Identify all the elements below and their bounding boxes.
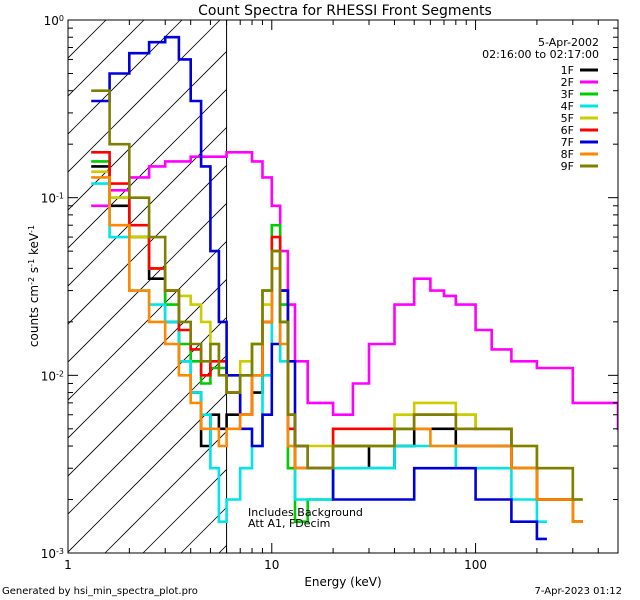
hatch-line bbox=[68, 20, 183, 135]
plot-frame bbox=[67, 19, 619, 554]
hatch-line bbox=[68, 88, 227, 249]
series-lines bbox=[91, 35, 618, 541]
hatch-line bbox=[68, 202, 227, 363]
hatch-line bbox=[68, 240, 227, 401]
axis-ticks: 1 10 100 100 10-1 10-2 10-3 bbox=[41, 14, 619, 572]
series-line-2f bbox=[91, 151, 618, 431]
y-tick-label: 100 bbox=[44, 14, 64, 29]
legend-label-2f: 2F bbox=[561, 76, 574, 89]
legend-label-5f: 5F bbox=[561, 112, 574, 125]
hatch-line bbox=[68, 50, 227, 211]
legend-label-3f: 3F bbox=[561, 88, 574, 101]
series-line-4f bbox=[91, 182, 547, 523]
x-tick-label: 100 bbox=[464, 558, 487, 572]
x-tick-label: 1 bbox=[64, 558, 72, 572]
hatch-line bbox=[68, 354, 227, 515]
hatch-line bbox=[68, 20, 221, 173]
legend-label-1f: 1F bbox=[561, 64, 574, 77]
x-tick-label: 10 bbox=[264, 558, 279, 572]
y-tick-label: 10-2 bbox=[41, 369, 64, 384]
hatch-line bbox=[68, 164, 227, 325]
series-line-8f bbox=[91, 176, 583, 523]
time-range-label: 02:16:00 to 02:17:00 bbox=[482, 48, 599, 61]
hatch-line bbox=[68, 126, 227, 287]
legend-label-6f: 6F bbox=[561, 124, 574, 137]
legend-label-9f: 9F bbox=[561, 160, 574, 173]
chart-title: Count Spectra for RHESSI Front Segments bbox=[198, 3, 492, 19]
x-axis-label: Energy (keV) bbox=[304, 575, 381, 589]
hatch-line bbox=[104, 430, 227, 553]
footer-timestamp: 7-Apr-2023 01:12 bbox=[535, 586, 622, 597]
series-line-9f bbox=[91, 89, 583, 501]
date-label: 5-Apr-2002 bbox=[538, 36, 599, 49]
annotation-background: Includes Background bbox=[248, 506, 363, 519]
legend-label-4f: 4F bbox=[561, 100, 574, 113]
annotation-attenuator: Att A1, FDecim bbox=[248, 517, 330, 530]
legend-label-8f: 8F bbox=[561, 148, 574, 161]
hatch-line bbox=[257, 20, 640, 553]
legend-label-7f: 7F bbox=[561, 136, 574, 149]
series-line-7f bbox=[91, 35, 547, 541]
hatch-line bbox=[68, 392, 227, 553]
hatch-line bbox=[68, 316, 227, 477]
y-tick-label: 10-1 bbox=[41, 191, 64, 206]
y-axis-label: counts cm-2 s-1 keV-1 bbox=[27, 225, 42, 347]
y-tick-label: 10-3 bbox=[41, 547, 64, 562]
hatch-line bbox=[68, 20, 145, 97]
hatch-line bbox=[68, 20, 107, 59]
footer-generated-by: Generated by hsi_min_spectra_plot.pro bbox=[2, 586, 198, 597]
